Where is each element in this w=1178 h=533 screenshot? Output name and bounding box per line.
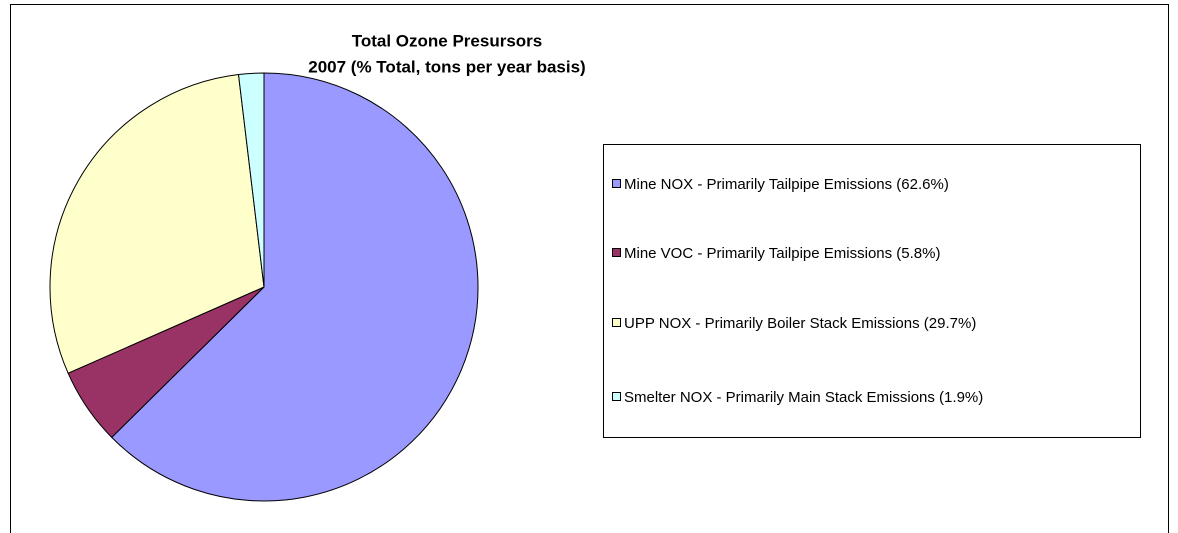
legend-swatch — [612, 179, 621, 188]
legend-label: Mine VOC - Primarily Tailpipe Emissions … — [624, 245, 940, 262]
legend-label: UPP NOX - Primarily Boiler Stack Emissio… — [624, 315, 976, 332]
legend-swatch — [612, 318, 621, 327]
chart-title: Total Ozone Presursors — [352, 31, 543, 50]
pie-slice — [111, 72, 479, 502]
legend-swatch — [612, 392, 621, 401]
legend-label: Mine NOX - Primarily Tailpipe Emissions … — [624, 176, 949, 193]
legend-label: Smelter NOX - Primarily Main Stack Emiss… — [624, 389, 983, 406]
pie-slice — [49, 73, 265, 374]
pie-slice — [237, 72, 265, 288]
legend-box — [603, 144, 1141, 438]
chart-subtitle: 2007 (% Total, tons per year basis) — [308, 57, 585, 76]
legend-swatch — [612, 248, 621, 257]
